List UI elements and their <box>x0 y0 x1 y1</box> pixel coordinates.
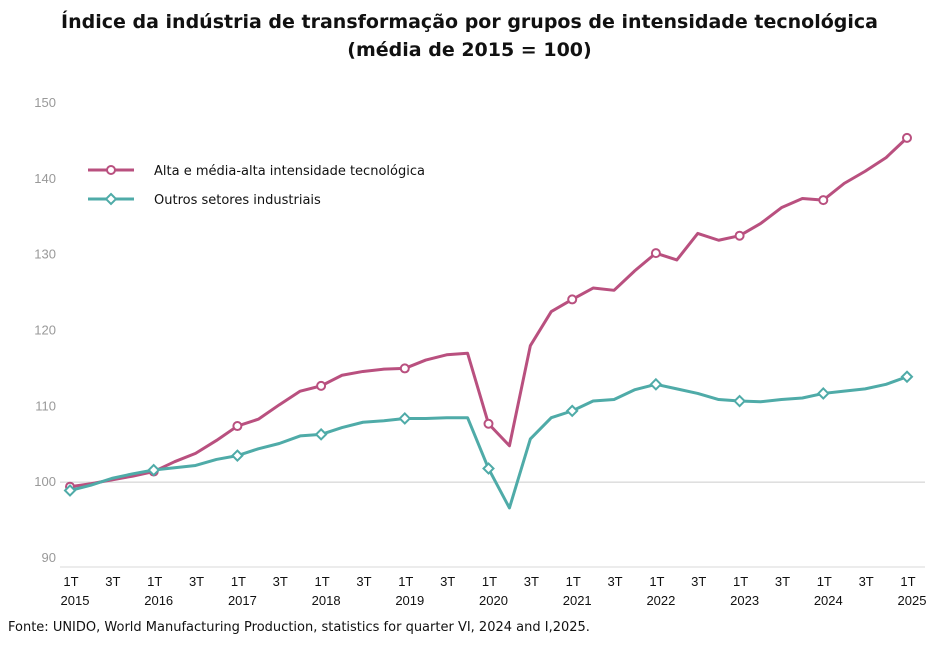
x-tick-label: 1T <box>649 574 664 589</box>
legend-label-2: Outros setores industriais <box>154 193 321 208</box>
x-tick-label: 3T <box>607 574 622 589</box>
data-point-marker <box>565 404 579 418</box>
x-tick-year-label: 2019 <box>395 593 424 608</box>
x-tick-label: 1T <box>817 574 832 589</box>
data-point-marker <box>482 462 495 475</box>
x-tick-year-label: 2017 <box>228 593 257 608</box>
x-tick-year-label: 2024 <box>814 593 843 608</box>
data-point-marker <box>818 195 829 206</box>
data-point-marker <box>316 380 327 391</box>
x-tick-year-label: 2016 <box>144 593 173 608</box>
series-line-2 <box>69 375 908 510</box>
x-tick-label: 1T <box>231 574 246 589</box>
data-point-marker <box>147 463 161 477</box>
x-tick-label: 3T <box>105 574 120 589</box>
y-tick-label: 150 <box>34 95 56 110</box>
data-point-marker <box>314 427 328 441</box>
x-tick-label: 3T <box>859 574 874 589</box>
x-tick-label: 3T <box>775 574 790 589</box>
data-point-marker <box>567 294 578 305</box>
data-point-marker <box>902 132 912 143</box>
chart-title: Índice da indústria de transformação por… <box>61 11 878 33</box>
x-tick-label: 3T <box>440 574 455 589</box>
x-tick-label: 1T <box>566 574 581 589</box>
data-point-marker <box>399 363 410 374</box>
x-tick-label: 3T <box>189 574 204 589</box>
x-tick-label: 1T <box>63 574 78 589</box>
series-layer <box>63 132 914 510</box>
y-tick-label: 110 <box>35 398 56 413</box>
data-point-marker <box>649 377 663 391</box>
data-point-marker <box>230 449 244 463</box>
x-tick-year-label: 2022 <box>646 593 675 608</box>
legend: Alta e média-alta intensidade tecnológic… <box>88 164 425 208</box>
x-axis: 1T 2015 3T 1T 2016 3T 1T 2017 3T 1T 2018 3T 1T 2019 3T… <box>61 574 927 608</box>
x-tick-year-label: 2015 <box>61 593 90 608</box>
x-tick-label: 3T <box>524 574 539 589</box>
data-point-marker <box>63 484 77 497</box>
data-point-marker <box>398 412 412 425</box>
x-tick-label: 1T <box>315 574 330 589</box>
chart-title-block: Índice da indústria de transformação por… <box>0 8 939 64</box>
x-tick-year-label: 2023 <box>730 593 759 608</box>
data-point-marker <box>232 421 243 432</box>
x-tick-label: 1T <box>147 574 162 589</box>
y-tick-label: 100 <box>34 474 56 489</box>
x-tick-year-label: 2018 <box>312 593 341 608</box>
source-note: Fonte: UNIDO, World Manufacturing Produc… <box>8 620 590 635</box>
y-tick-label: 130 <box>34 247 56 262</box>
legend-label-1: Alta e média-alta intensidade tecnológic… <box>154 164 425 179</box>
y-axis: 90 100 110 120 130 140 150 <box>34 95 56 565</box>
series-line-1 <box>69 136 909 489</box>
x-tick-label: 3T <box>356 574 371 589</box>
x-tick-label: 1T <box>482 574 497 589</box>
x-tick-label: 3T <box>273 574 288 589</box>
x-tick-year-label: 2020 <box>479 593 508 608</box>
x-tick-year-label: 2021 <box>563 593 592 608</box>
y-tick-label: 140 <box>34 171 56 186</box>
data-point-marker <box>816 387 830 400</box>
chart-subtitle: (média de 2015 = 100) <box>347 39 592 61</box>
data-point-marker <box>483 418 494 429</box>
x-tick-year-label: 2025 <box>898 593 927 608</box>
x-tick-label: 3T <box>691 574 706 589</box>
y-tick-label: 90 <box>42 550 56 565</box>
data-point-marker <box>733 394 747 408</box>
data-point-marker <box>734 230 745 241</box>
legend-marker-1 <box>106 165 116 175</box>
x-tick-label: 1T <box>733 574 748 589</box>
x-tick-label: 1T <box>398 574 413 589</box>
y-tick-label: 120 <box>34 323 56 338</box>
data-point-marker <box>650 248 661 259</box>
legend-marker-2 <box>104 192 118 206</box>
data-point-marker <box>900 370 914 384</box>
x-tick-label: 1T <box>900 574 915 589</box>
